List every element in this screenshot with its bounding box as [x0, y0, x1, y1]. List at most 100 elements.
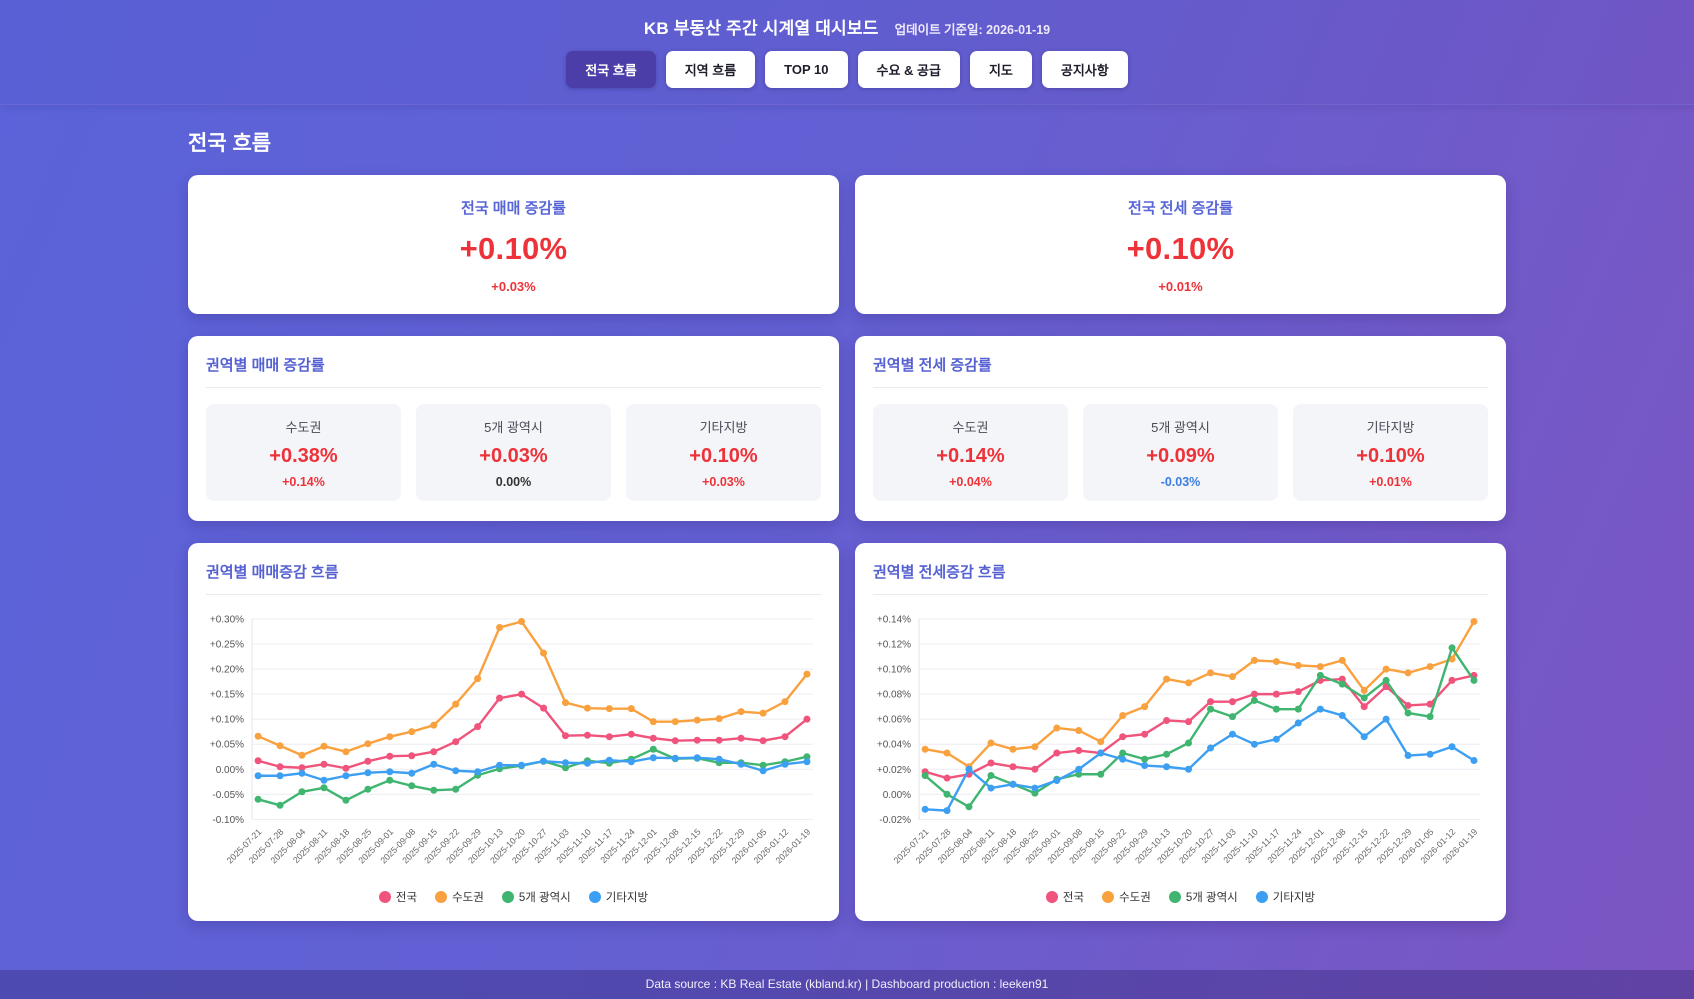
card-region-sale: 권역별 매매 증감률 수도권 +0.38% +0.14% 5개 광역시 +0.0… — [188, 336, 839, 521]
svg-text:+0.10%: +0.10% — [210, 715, 244, 726]
title-row: KB 부동산 주간 시계열 대시보드 업데이트 기준일: 2026-01-19 — [0, 14, 1694, 39]
region-value: +0.10% — [689, 445, 758, 467]
region-label: 기타지방 — [699, 420, 748, 435]
chart-svg: +0.14% +0.12% +0.10% +0.08% +0.06% +0.04% +0.0… — [877, 615, 1480, 866]
jeonse-change-delta: +0.01% — [1158, 279, 1203, 294]
legend-label: 기타지방 — [605, 892, 649, 905]
legend-dot-icon — [1168, 891, 1181, 904]
region-value: +0.38% — [269, 445, 338, 467]
divider — [206, 594, 821, 595]
card-sale-trend-chart: 권역별 매매증감 흐름 +0.30% +0.25% +0.20% +0.15% +0.1… — [188, 543, 839, 922]
legend-dot-icon — [1102, 891, 1115, 904]
svg-text:+0.05%: +0.05% — [210, 740, 244, 751]
divider — [206, 387, 821, 388]
region-item-gwangyeoksi: 5개 광역시 +0.03% 0.00% — [416, 404, 611, 501]
tab-supply-demand[interactable]: 수요 & 공급 — [857, 51, 960, 88]
region-item-gitajibang: 기타지방 +0.10% +0.01% — [1293, 404, 1488, 501]
svg-text:0.00%: 0.00% — [216, 765, 244, 776]
region-value: +0.09% — [1146, 445, 1215, 467]
legend-label: 5개 광역시 — [1185, 892, 1238, 905]
card-title: 권역별 전세 증감률 — [873, 357, 992, 374]
region-item-sudogwon: 수도권 +0.14% +0.04% — [873, 404, 1068, 501]
region-label: 수도권 — [952, 420, 989, 435]
svg-text:+0.25%: +0.25% — [210, 640, 244, 651]
card-region-jeonse: 권역별 전세 증감률 수도권 +0.14% +0.04% 5개 광역시 +0.0… — [855, 336, 1506, 521]
tab-notice[interactable]: 공지사항 — [1041, 51, 1128, 88]
chart-row: 권역별 매매증감 흐름 +0.30% +0.25% +0.20% +0.15% +0.1… — [188, 543, 1506, 922]
svg-text:+0.06%: +0.06% — [877, 715, 911, 726]
region-value: +0.10% — [1356, 445, 1425, 467]
jeonse-change-value: +0.10% — [1126, 231, 1235, 266]
legend-item[interactable]: 기타지방 — [588, 889, 649, 905]
region-value: +0.14% — [936, 445, 1005, 467]
card-national-jeonse: 전국 전세 증감률 +0.10% +0.01% — [855, 175, 1506, 314]
region-delta: -0.03% — [1160, 475, 1201, 489]
tab-map[interactable]: 지도 — [969, 51, 1032, 88]
legend-label: 기타지방 — [1272, 892, 1316, 905]
divider — [873, 594, 1488, 595]
region-delta: +0.04% — [949, 475, 992, 489]
legend-item[interactable]: 5개 광역시 — [1168, 889, 1238, 905]
region-item-gwangyeoksi: 5개 광역시 +0.09% -0.03% — [1083, 404, 1278, 501]
tab-top10[interactable]: TOP 10 — [765, 51, 848, 88]
divider — [873, 387, 1488, 388]
legend-item[interactable]: 전국 — [1045, 889, 1085, 905]
region-row: 권역별 매매 증감률 수도권 +0.38% +0.14% 5개 광역시 +0.0… — [188, 336, 1506, 521]
svg-text:+0.04%: +0.04% — [877, 740, 911, 751]
legend-item[interactable]: 수도권 — [435, 889, 484, 905]
legend-dot-icon — [1255, 891, 1268, 904]
chart-svg: +0.30% +0.25% +0.20% +0.15% +0.10% +0.05% 0.00… — [210, 615, 813, 866]
legend-label: 수도권 — [1119, 892, 1151, 905]
svg-text:-0.10%: -0.10% — [212, 815, 244, 826]
update-date-label: 업데이트 기준일: 2026-01-19 — [894, 23, 1051, 37]
tab-regional-flow[interactable]: 지역 흐름 — [665, 51, 756, 88]
page-footer: Data source : KB Real Estate (kbland.kr)… — [0, 970, 1694, 999]
footer-text: Data source : KB Real Estate (kbland.kr)… — [645, 977, 1049, 991]
svg-text:+0.20%: +0.20% — [210, 665, 244, 676]
card-title: 권역별 매매 증감률 — [206, 357, 325, 374]
chart-legend: 전국 수도권 5개 광역시 기타지방 — [206, 889, 821, 905]
region-items: 수도권 +0.38% +0.14% 5개 광역시 +0.03% 0.00% 기타… — [206, 404, 821, 501]
svg-text:+0.10%: +0.10% — [877, 665, 911, 676]
region-label: 5개 광역시 — [484, 420, 543, 435]
svg-text:0.00%: 0.00% — [883, 790, 911, 801]
region-item-sudogwon: 수도권 +0.38% +0.14% — [206, 404, 401, 501]
svg-text:-0.05%: -0.05% — [212, 790, 244, 801]
section-title: 전국 흐름 — [188, 132, 272, 155]
card-jeonse-trend-chart: 권역별 전세증감 흐름 +0.14% +0.12% +0.10% +0.08% +0.0… — [855, 543, 1506, 922]
card-title: 전국 매매 증감률 — [461, 200, 566, 217]
legend-label: 수도권 — [452, 892, 484, 905]
svg-text:+0.08%: +0.08% — [877, 690, 911, 701]
legend-label: 전국 — [1062, 892, 1085, 905]
region-label: 기타지방 — [1366, 420, 1415, 435]
legend-label: 전국 — [395, 892, 418, 905]
svg-text:-0.02%: -0.02% — [879, 815, 911, 826]
region-item-gitajibang: 기타지방 +0.10% +0.03% — [626, 404, 821, 501]
legend-dot-icon — [1045, 891, 1058, 904]
region-value: +0.03% — [479, 445, 548, 467]
legend-label: 5개 광역시 — [518, 892, 571, 905]
svg-text:+0.02%: +0.02% — [877, 765, 911, 776]
tab-national-flow[interactable]: 전국 흐름 — [566, 51, 656, 88]
svg-text:+0.30%: +0.30% — [210, 615, 244, 626]
svg-text:+0.15%: +0.15% — [210, 690, 244, 701]
legend-item[interactable]: 전국 — [378, 889, 418, 905]
chart-legend: 전국 수도권 5개 광역시 기타지방 — [873, 889, 1488, 905]
region-delta: 0.00% — [495, 475, 532, 489]
legend-dot-icon — [501, 891, 514, 904]
svg-text:+0.14%: +0.14% — [877, 615, 911, 626]
region-label: 수도권 — [285, 420, 322, 435]
sale-change-delta: +0.03% — [491, 279, 536, 294]
region-label: 5개 광역시 — [1151, 420, 1210, 435]
region-items: 수도권 +0.14% +0.04% 5개 광역시 +0.09% -0.03% 기… — [873, 404, 1488, 501]
page-header: KB 부동산 주간 시계열 대시보드 업데이트 기준일: 2026-01-19 … — [0, 0, 1694, 105]
region-delta: +0.03% — [702, 475, 745, 489]
chart-title: 권역별 매매증감 흐름 — [206, 564, 339, 581]
sale-change-value: +0.10% — [459, 231, 568, 266]
legend-item[interactable]: 5개 광역시 — [501, 889, 571, 905]
card-title: 전국 전세 증감률 — [1128, 200, 1233, 217]
region-delta: +0.14% — [282, 475, 325, 489]
legend-item[interactable]: 수도권 — [1102, 889, 1151, 905]
summary-row: 전국 매매 증감률 +0.10% +0.03% 전국 전세 증감률 +0.10%… — [188, 175, 1506, 314]
legend-item[interactable]: 기타지방 — [1255, 889, 1316, 905]
